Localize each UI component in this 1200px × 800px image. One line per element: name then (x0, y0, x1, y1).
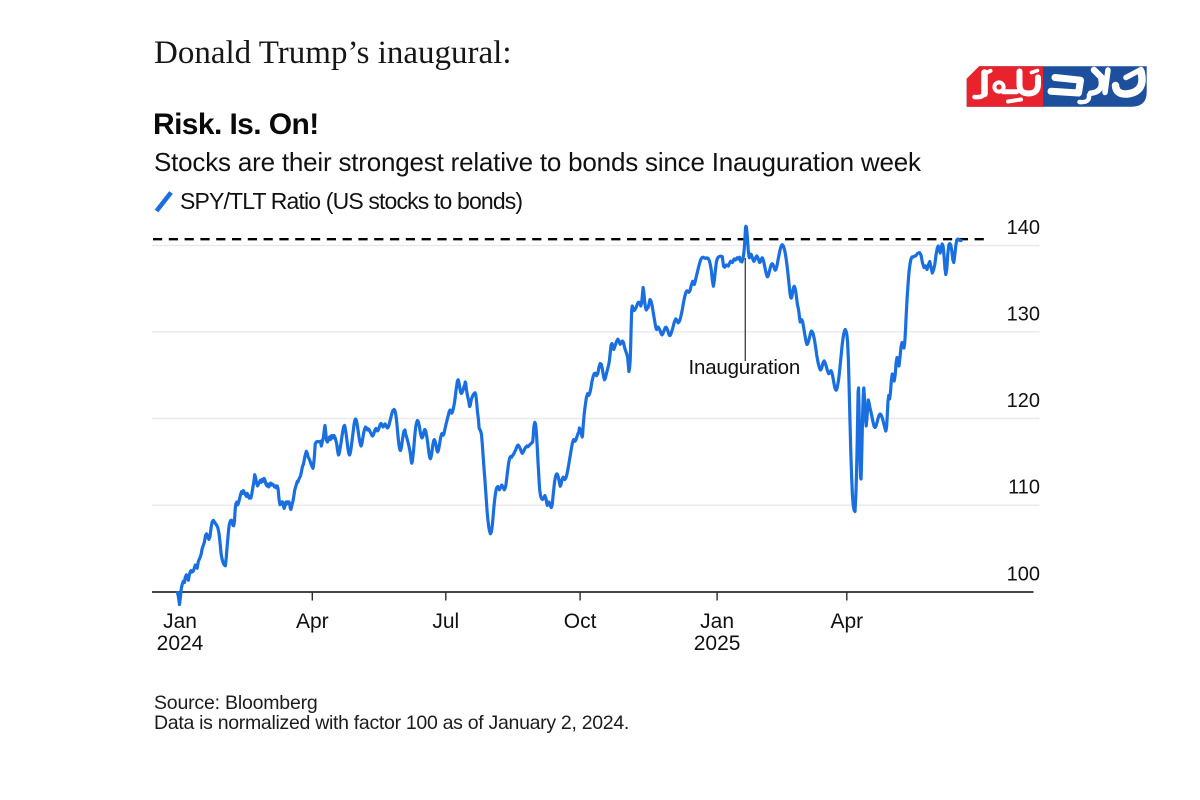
svg-text:120: 120 (1007, 390, 1040, 412)
svg-text:110: 110 (1008, 477, 1040, 499)
svg-text:Jan: Jan (163, 610, 197, 633)
svg-text:Apr: Apr (296, 610, 329, 633)
svg-text:140: 140 (1007, 217, 1040, 239)
svg-text:2025: 2025 (694, 632, 741, 655)
svg-text:130: 130 (1007, 304, 1040, 326)
svg-text:100: 100 (1007, 564, 1040, 586)
svg-text:Jul: Jul (432, 610, 459, 633)
svg-text:Inauguration: Inauguration (689, 356, 801, 379)
svg-text:Apr: Apr (830, 610, 863, 633)
svg-text:2024: 2024 (157, 632, 204, 655)
svg-text:Oct: Oct (564, 610, 597, 633)
svg-text:Jan: Jan (700, 610, 734, 633)
